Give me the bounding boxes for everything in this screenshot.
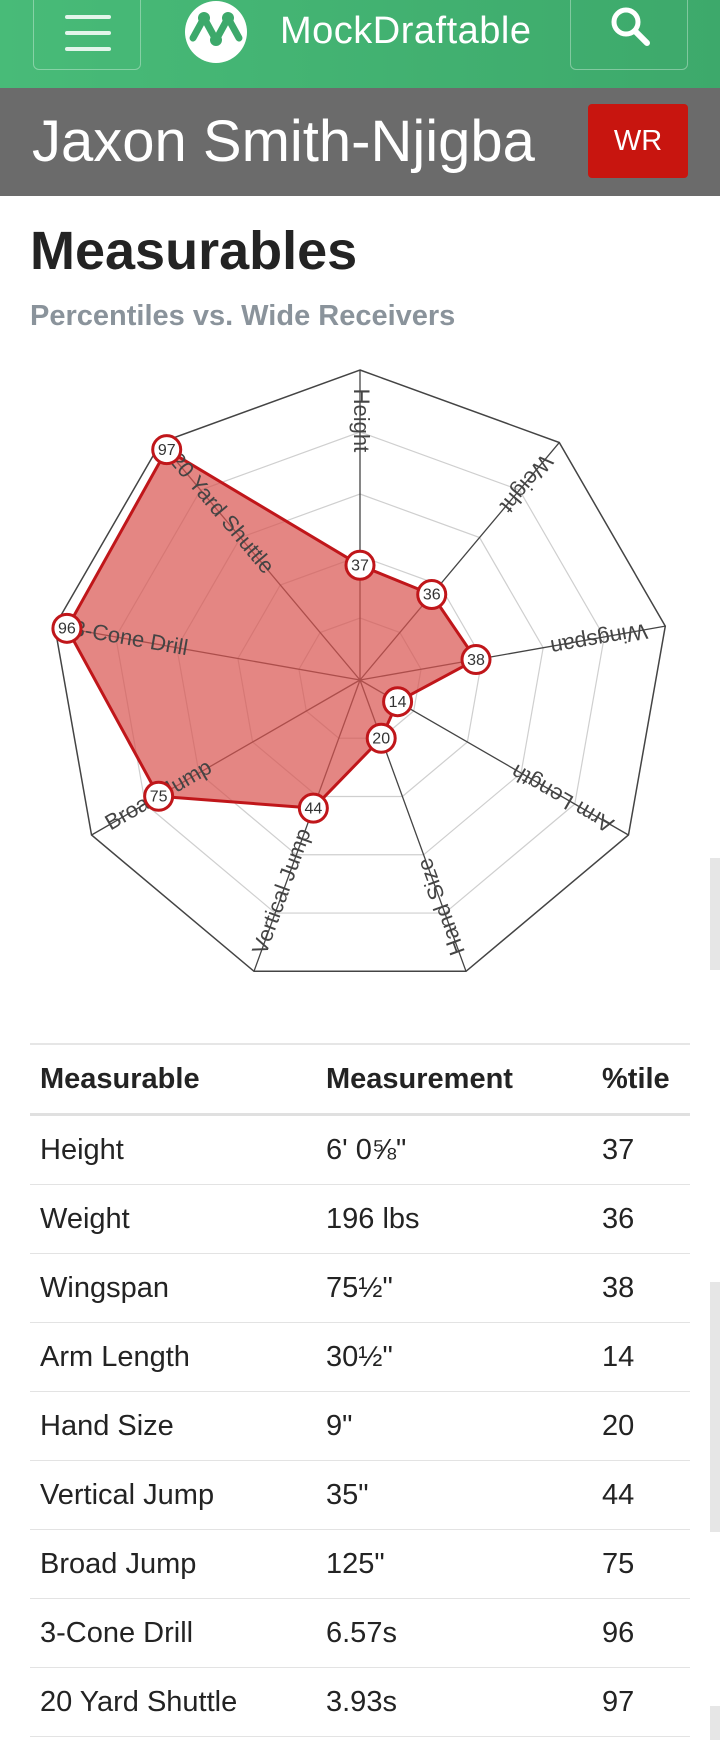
measurable-cell: Arm Length xyxy=(30,1322,316,1392)
radar-point xyxy=(297,792,329,824)
table-row: Vertical Jump 35" 44 xyxy=(30,1460,690,1530)
measurable-cell: Height xyxy=(30,1114,316,1185)
table-row: Broad Jump 125" 75 xyxy=(30,1529,690,1599)
radar-axis-label: Wingspan xyxy=(549,619,650,661)
section-subtitle: Percentiles vs. Wide Receivers xyxy=(30,300,456,332)
measurement-cell: 125" xyxy=(316,1529,592,1599)
section-title: Measurables xyxy=(30,221,358,281)
percentile-cell: 36 xyxy=(592,1184,690,1254)
measurable-cell: Broad Jump xyxy=(30,1529,316,1599)
radar-axis-label: Vertical Jump xyxy=(247,825,316,958)
menu-button[interactable] xyxy=(33,0,141,70)
radar-point-label: 38 xyxy=(467,652,485,669)
column-header: %tile xyxy=(592,1043,690,1116)
measurable-cell: Weight xyxy=(30,1184,316,1254)
table-row: Hand Size 9" 20 xyxy=(30,1391,690,1461)
percentile-cell: 96 xyxy=(592,1598,690,1668)
mockdraftable-logo-icon xyxy=(185,1,247,63)
player-name: Jaxon Smith-Njigba xyxy=(32,109,535,174)
percentile-cell: 14 xyxy=(592,1322,690,1392)
measurables-table: Measurable Measurement %tile Height 6' 0⅝… xyxy=(30,1043,690,1737)
percentile-cell: 37 xyxy=(592,1114,690,1185)
radar-point-label: 36 xyxy=(423,587,441,604)
scrollbar-thumb[interactable] xyxy=(710,858,720,970)
radar-axis-label: Hand Size xyxy=(412,855,470,959)
measurement-cell: 3.93s xyxy=(316,1667,592,1737)
top-nav-bar: MockDraftable xyxy=(0,0,720,88)
radar-chart: Height Weight Wingspan Arm Length Hand Size V… xyxy=(51,369,667,973)
measurement-cell: 6' 0⅝" xyxy=(316,1114,592,1185)
radar-point-label: 96 xyxy=(58,621,76,638)
scrollbar-end xyxy=(710,1706,720,1740)
position-badge[interactable]: WR xyxy=(588,104,688,178)
radar-point xyxy=(365,722,397,754)
radar-point xyxy=(151,434,183,466)
table-row: Wingspan 75½" 38 xyxy=(30,1253,690,1323)
table-row: Arm Length 30½" 14 xyxy=(30,1322,690,1392)
percentile-cell: 44 xyxy=(592,1460,690,1530)
measurable-cell: Hand Size xyxy=(30,1391,316,1461)
radar-point-label: 14 xyxy=(389,694,407,711)
measurement-cell: 6.57s xyxy=(316,1598,592,1668)
percentile-cell: 20 xyxy=(592,1391,690,1461)
player-header: Jaxon Smith-Njigba WR xyxy=(0,88,720,196)
brand-name[interactable]: MockDraftable xyxy=(280,10,532,52)
radar-point-label: 97 xyxy=(158,442,176,459)
radar-point xyxy=(416,579,448,611)
radar-point-label: 44 xyxy=(304,800,322,817)
radar-axis-label: Arm Length xyxy=(507,759,618,838)
radar-point xyxy=(51,612,83,644)
table-row: 3-Cone Drill 6.57s 96 xyxy=(30,1598,690,1668)
radar-point-label: 75 xyxy=(150,788,168,805)
measurement-cell: 35" xyxy=(316,1460,592,1530)
measurement-cell: 75½" xyxy=(316,1253,592,1323)
measurable-cell: Vertical Jump xyxy=(30,1460,316,1530)
radar-point xyxy=(382,686,414,718)
scrollbar-track xyxy=(710,1282,720,1532)
column-header: Measurement xyxy=(316,1043,592,1116)
search-button[interactable] xyxy=(570,0,688,70)
measurement-cell: 9" xyxy=(316,1391,592,1461)
table-row: Height 6' 0⅝" 37 xyxy=(30,1114,690,1185)
measurement-cell: 196 lbs xyxy=(316,1184,592,1254)
search-icon xyxy=(611,7,650,46)
radar-point-label: 20 xyxy=(372,730,390,747)
percentile-cell: 75 xyxy=(592,1529,690,1599)
percentile-cell: 97 xyxy=(592,1667,690,1737)
radar-outer-ring xyxy=(53,369,667,973)
table-row: 20 Yard Shuttle 3.93s 97 xyxy=(30,1667,690,1737)
table-header-row: Measurable Measurement %tile xyxy=(30,1043,690,1116)
radar-axis-label: Height xyxy=(349,389,374,453)
table-row: Weight 196 lbs 36 xyxy=(30,1184,690,1254)
radar-data-area xyxy=(65,448,478,810)
radar-point xyxy=(344,549,376,581)
percentile-cell: 38 xyxy=(592,1253,690,1323)
measurable-cell: 3-Cone Drill xyxy=(30,1598,316,1668)
measurement-cell: 30½" xyxy=(316,1322,592,1392)
column-header: Measurable xyxy=(30,1043,316,1116)
radar-axis-label: Weight xyxy=(495,450,558,518)
radar-point xyxy=(143,780,175,812)
radar-point-label: 37 xyxy=(351,558,369,575)
measurable-cell: 20 Yard Shuttle xyxy=(30,1667,316,1737)
radar-point xyxy=(460,644,492,676)
measurable-cell: Wingspan xyxy=(30,1253,316,1323)
